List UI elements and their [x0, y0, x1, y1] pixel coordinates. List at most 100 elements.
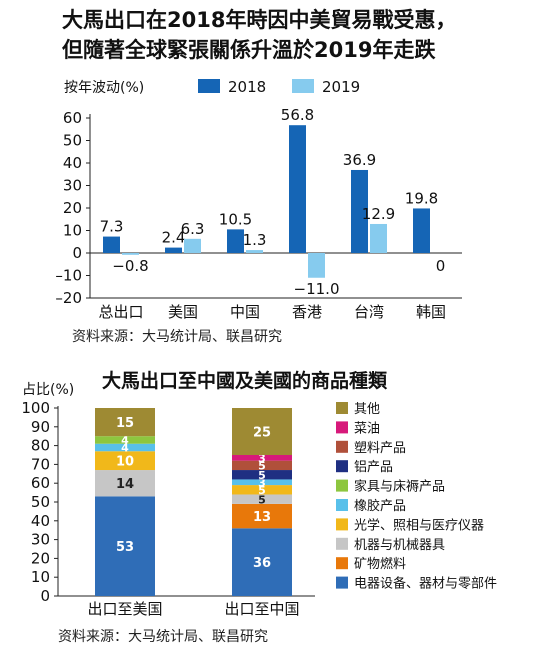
bar-2018-台湾 — [351, 169, 368, 253]
segment-label-菜油-出口至中国: 3 — [258, 452, 266, 465]
data-label-2018-总出口: 7.3 — [100, 218, 124, 236]
segment-机器与机械器具-出口至中国 — [232, 494, 292, 504]
y-axis-label-2: 占比(%) — [22, 382, 74, 398]
y-tick-label-1: 10 — [63, 222, 82, 240]
x-tick-label-1: 香港 — [292, 303, 322, 321]
chart-title-line-1: 大馬出口在2018年時因中美貿易戰受惠， — [62, 8, 457, 32]
data-label-2019-台湾: 12.9 — [362, 205, 395, 223]
x-tick-label-2: 出口至中国 — [224, 600, 299, 618]
segment-铝产品-出口至中国 — [232, 470, 292, 480]
source-note-2: 资料来源：大马统计局、联昌研究 — [58, 629, 268, 645]
legend-swatch-2018 — [198, 79, 220, 93]
segment-光学、照相与医疗仪器-出口至美国 — [95, 451, 155, 471]
segment-label-其他-出口至中国: 25 — [253, 425, 271, 440]
bar-2018-韩国 — [413, 208, 430, 253]
data-label-2019-中国: 1.3 — [243, 231, 267, 249]
segment-label-光学、照相与医疗仪器-出口至中国: 5 — [258, 484, 266, 497]
y-tick-label-2: 90 — [31, 418, 50, 436]
y-tick-label-2: 50 — [31, 493, 50, 511]
data-label-2018-美国: 2.4 — [162, 229, 186, 247]
legend-label-机器与机械器具: 机器与机械器具 — [354, 538, 445, 553]
y-tick-label-2: 80 — [31, 437, 50, 455]
y-tick-label-2: 30 — [31, 531, 50, 549]
y-tick-label-1: 60 — [63, 109, 82, 127]
segment-电器设备、器材与零部件-出口至美国 — [95, 496, 155, 596]
legend-label-2018: 2018 — [228, 78, 266, 96]
x-tick-label-1: 美国 — [168, 303, 198, 321]
data-label-2018-台湾: 36.9 — [343, 151, 376, 169]
legend-swatch-塑料产品 — [336, 440, 348, 453]
y-tick-label-1: –20 — [55, 289, 82, 307]
segment-塑料产品-出口至中国 — [232, 460, 292, 471]
legend-label-光学、照相与医疗仪器: 光学、照相与医疗仪器 — [354, 517, 484, 533]
legend-label-2019: 2019 — [322, 78, 360, 96]
y-tick-label-1: 0 — [72, 244, 82, 262]
segment-label-机器与机械器具-出口至中国: 5 — [258, 493, 266, 506]
segment-label-电器设备、器材与零部件-出口至中国: 36 — [253, 556, 271, 571]
chart-title-line-2: 但隨著全球緊張關係升溫於2019年走跌 — [62, 38, 436, 62]
legend-swatch-橡胶产品 — [336, 499, 348, 511]
legend-swatch-机器与机械器具 — [336, 537, 348, 550]
segment-电器设备、器材与零部件-出口至中国 — [232, 528, 292, 596]
segment-label-家具与床褥产品-出口至美国: 4 — [121, 434, 129, 447]
legend-label-铝产品: 铝产品 — [354, 460, 393, 475]
segment-家具与床褥产品-出口至美国 — [95, 436, 155, 444]
segment-机器与机械器具-出口至美国 — [95, 470, 155, 497]
bar-2018-香港 — [289, 125, 306, 253]
y-tick-label-1: 20 — [63, 199, 82, 217]
x-tick-label-2: 出口至美国 — [87, 600, 162, 618]
data-label-2018-香港: 56.8 — [281, 106, 314, 124]
segment-光学、照相与医疗仪器-出口至中国 — [232, 485, 292, 495]
segment-label-橡胶产品-出口至美国: 4 — [121, 442, 129, 455]
legend-label-橡胶产品: 橡胶产品 — [354, 498, 406, 514]
legend-label-矿物燃料: 矿物燃料 — [354, 556, 406, 572]
legend-label-电器设备、器材与零部件: 电器设备、器材与零部件 — [354, 576, 497, 592]
segment-label-橡胶产品-出口至中国: 3 — [258, 476, 266, 489]
x-tick-label-1: 韩国 — [416, 303, 446, 321]
y-tick-label-2: 10 — [31, 568, 50, 586]
segment-label-矿物燃料-出口至中国: 13 — [253, 510, 271, 525]
legend-swatch-家具与床褥产品 — [336, 479, 348, 492]
y-tick-label-2: 20 — [31, 549, 50, 567]
bar-2019-美国 — [184, 238, 201, 253]
bar-2019-台湾 — [370, 223, 387, 253]
legend-swatch-矿物燃料 — [336, 557, 348, 570]
y-tick-label-2: 40 — [31, 512, 50, 530]
segment-矿物燃料-出口至中国 — [232, 503, 292, 529]
x-tick-label-1: 台湾 — [354, 303, 384, 321]
x-tick-label-1: 总出口 — [98, 303, 143, 321]
data-label-2019-美国: 6.3 — [181, 220, 205, 238]
legend-swatch-光学、照相与医疗仪器 — [336, 518, 348, 531]
y-tick-label-2: 0 — [40, 587, 50, 605]
data-label-2018-中国: 10.5 — [219, 210, 252, 228]
data-label-2019-香港: −11.0 — [294, 280, 340, 298]
legend-label-菜油: 菜油 — [354, 421, 380, 436]
segment-其他-出口至美国 — [95, 408, 155, 437]
bar-2019-总出口 — [122, 253, 139, 255]
segment-橡胶产品-出口至美国 — [95, 443, 155, 452]
legend-swatch-菜油 — [336, 421, 348, 434]
data-label-2018-韩国: 19.8 — [405, 189, 438, 207]
bar-2018-美国 — [165, 247, 182, 253]
data-label-2019-韩国: 0 — [436, 257, 446, 275]
y-tick-label-2: 70 — [31, 455, 50, 473]
segment-label-机器与机械器具-出口至美国: 14 — [116, 477, 134, 492]
legend-swatch-2019 — [292, 79, 314, 93]
x-tick-label-1: 中国 — [230, 303, 260, 321]
y-tick-label-1: –10 — [55, 267, 82, 285]
segment-label-铝产品-出口至中国: 5 — [258, 469, 266, 482]
segment-label-其他-出口至美国: 15 — [116, 416, 134, 431]
legend-label-塑料产品: 塑料产品 — [354, 441, 406, 456]
legend-label-家具与床褥产品: 家具与床褥产品 — [354, 479, 445, 495]
legend-swatch-电器设备、器材与零部件 — [336, 576, 348, 589]
legend-swatch-铝产品 — [336, 460, 348, 473]
source-note-1: 资料来源：大马统计局、联昌研究 — [72, 329, 282, 345]
segment-label-塑料产品-出口至中国: 5 — [258, 460, 266, 473]
legend-swatch-其他 — [336, 402, 348, 414]
y-tick-label-1: 30 — [63, 177, 82, 195]
y-tick-label-2: 100 — [21, 399, 50, 417]
bar-2018-中国 — [227, 229, 244, 253]
bar-2019-中国 — [246, 250, 263, 253]
segment-label-光学、照相与医疗仪器-出口至美国: 10 — [116, 455, 134, 470]
